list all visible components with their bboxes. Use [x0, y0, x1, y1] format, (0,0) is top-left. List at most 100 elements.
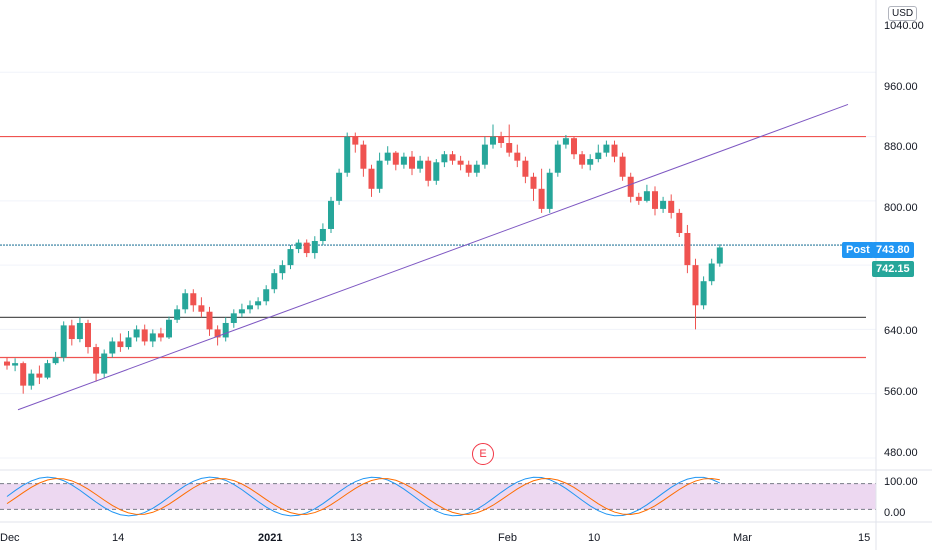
date-label-2021: 2021 — [258, 532, 282, 544]
candle-body — [562, 138, 569, 145]
candle-body — [222, 322, 229, 338]
horizontal-lines[interactable] — [0, 135, 866, 359]
candle-body — [12, 363, 19, 366]
candle-body — [425, 160, 432, 181]
candle-body — [409, 156, 415, 169]
date-label-15: 15 — [858, 532, 870, 544]
candle-body — [506, 143, 513, 153]
candle-body — [611, 144, 618, 157]
candle-body — [247, 305, 253, 310]
price-label-560: 560.00 — [884, 386, 918, 398]
price-label-480: 480.00 — [884, 447, 918, 459]
candle-body — [319, 228, 326, 242]
candle-body — [117, 341, 124, 348]
osc-label-100: 100.00 — [884, 476, 918, 488]
candle-body — [336, 172, 343, 201]
candle-body — [554, 144, 561, 173]
candle-body — [28, 373, 35, 386]
candle-body — [141, 329, 148, 342]
candle-body — [157, 333, 164, 338]
candle-body — [514, 152, 521, 161]
candle-body — [708, 263, 715, 282]
candle-body — [255, 301, 262, 306]
post-market-label: Post — [842, 242, 874, 258]
price-label-960: 960.00 — [884, 81, 918, 93]
date-label-14: 14 — [112, 532, 124, 544]
candle-body — [295, 242, 302, 250]
candle-body — [52, 357, 59, 364]
stochastic-oscillator — [0, 476, 876, 517]
candle-body — [684, 232, 691, 266]
candle-body — [400, 156, 407, 165]
trendline[interactable] — [17, 103, 849, 411]
candle-body — [214, 329, 221, 338]
candle-body — [449, 154, 456, 161]
candle-body — [190, 293, 197, 306]
oscillator-d-line — [6, 477, 720, 515]
candle-body — [311, 241, 318, 254]
candle-body — [668, 200, 675, 213]
candle-body — [125, 337, 132, 348]
candle-body — [76, 322, 83, 340]
candle-body — [68, 325, 75, 340]
candle-body — [473, 164, 480, 173]
candle-body — [441, 154, 448, 163]
candle-body — [109, 341, 116, 354]
candle-body — [182, 293, 189, 310]
candle-body — [392, 152, 399, 165]
price-axis[interactable]: 1040.00 960.00 880.00 800.00 640.00 560.… — [884, 20, 924, 519]
candle-body — [660, 200, 667, 209]
candle-body — [417, 160, 424, 169]
candle-body — [619, 156, 626, 177]
oscillator-k-line — [6, 476, 721, 517]
candle-body — [603, 144, 610, 153]
candle-body — [571, 138, 577, 155]
candle-body — [579, 154, 586, 165]
osc-label-0: 0.00 — [884, 507, 905, 519]
candle-body — [263, 289, 270, 302]
candle-body — [352, 136, 359, 145]
date-label-13: 13 — [350, 532, 362, 544]
candle-body — [230, 313, 237, 323]
candle-body — [546, 172, 553, 209]
candle-body — [716, 247, 723, 264]
candle-body — [522, 160, 529, 177]
candle-body — [303, 242, 310, 254]
candlestick-series — [4, 124, 723, 394]
earnings-marker[interactable]: E — [472, 443, 494, 465]
price-label-880: 880.00 — [884, 141, 918, 153]
currency-button[interactable]: USD — [888, 6, 918, 21]
candle-body — [60, 325, 67, 358]
candle-body — [206, 311, 213, 330]
candle-body — [133, 329, 140, 338]
candle-body — [360, 144, 367, 169]
candle-body — [4, 361, 10, 366]
candle-body — [271, 273, 278, 290]
candle-body — [287, 249, 294, 266]
candle-body — [279, 265, 286, 274]
candle-body — [481, 144, 488, 165]
price-label-1040: 1040.00 — [884, 20, 924, 32]
candle-body — [498, 136, 505, 144]
date-label-feb: Feb — [498, 532, 517, 544]
date-label-dec: Dec — [0, 532, 20, 544]
price-label-800: 800.00 — [884, 202, 918, 214]
candle-body — [238, 309, 245, 314]
candle-body — [490, 136, 496, 145]
candle-body — [643, 191, 650, 201]
date-label-mar: Mar — [733, 532, 752, 544]
candle-body — [595, 152, 602, 160]
candle-body — [587, 159, 594, 165]
candle-body — [44, 363, 51, 378]
candle-body — [328, 200, 334, 229]
time-axis[interactable]: Dec 14 2021 13 Feb 10 Mar 15 — [0, 532, 870, 544]
candle-body — [85, 322, 91, 348]
candle-body — [149, 333, 156, 342]
candle-body — [376, 160, 383, 189]
candle-body — [36, 373, 43, 378]
price-label-640: 640.00 — [884, 325, 918, 337]
post-market-price: 743.80 — [872, 242, 914, 258]
candle-body — [457, 160, 464, 165]
candle-body — [368, 168, 375, 189]
